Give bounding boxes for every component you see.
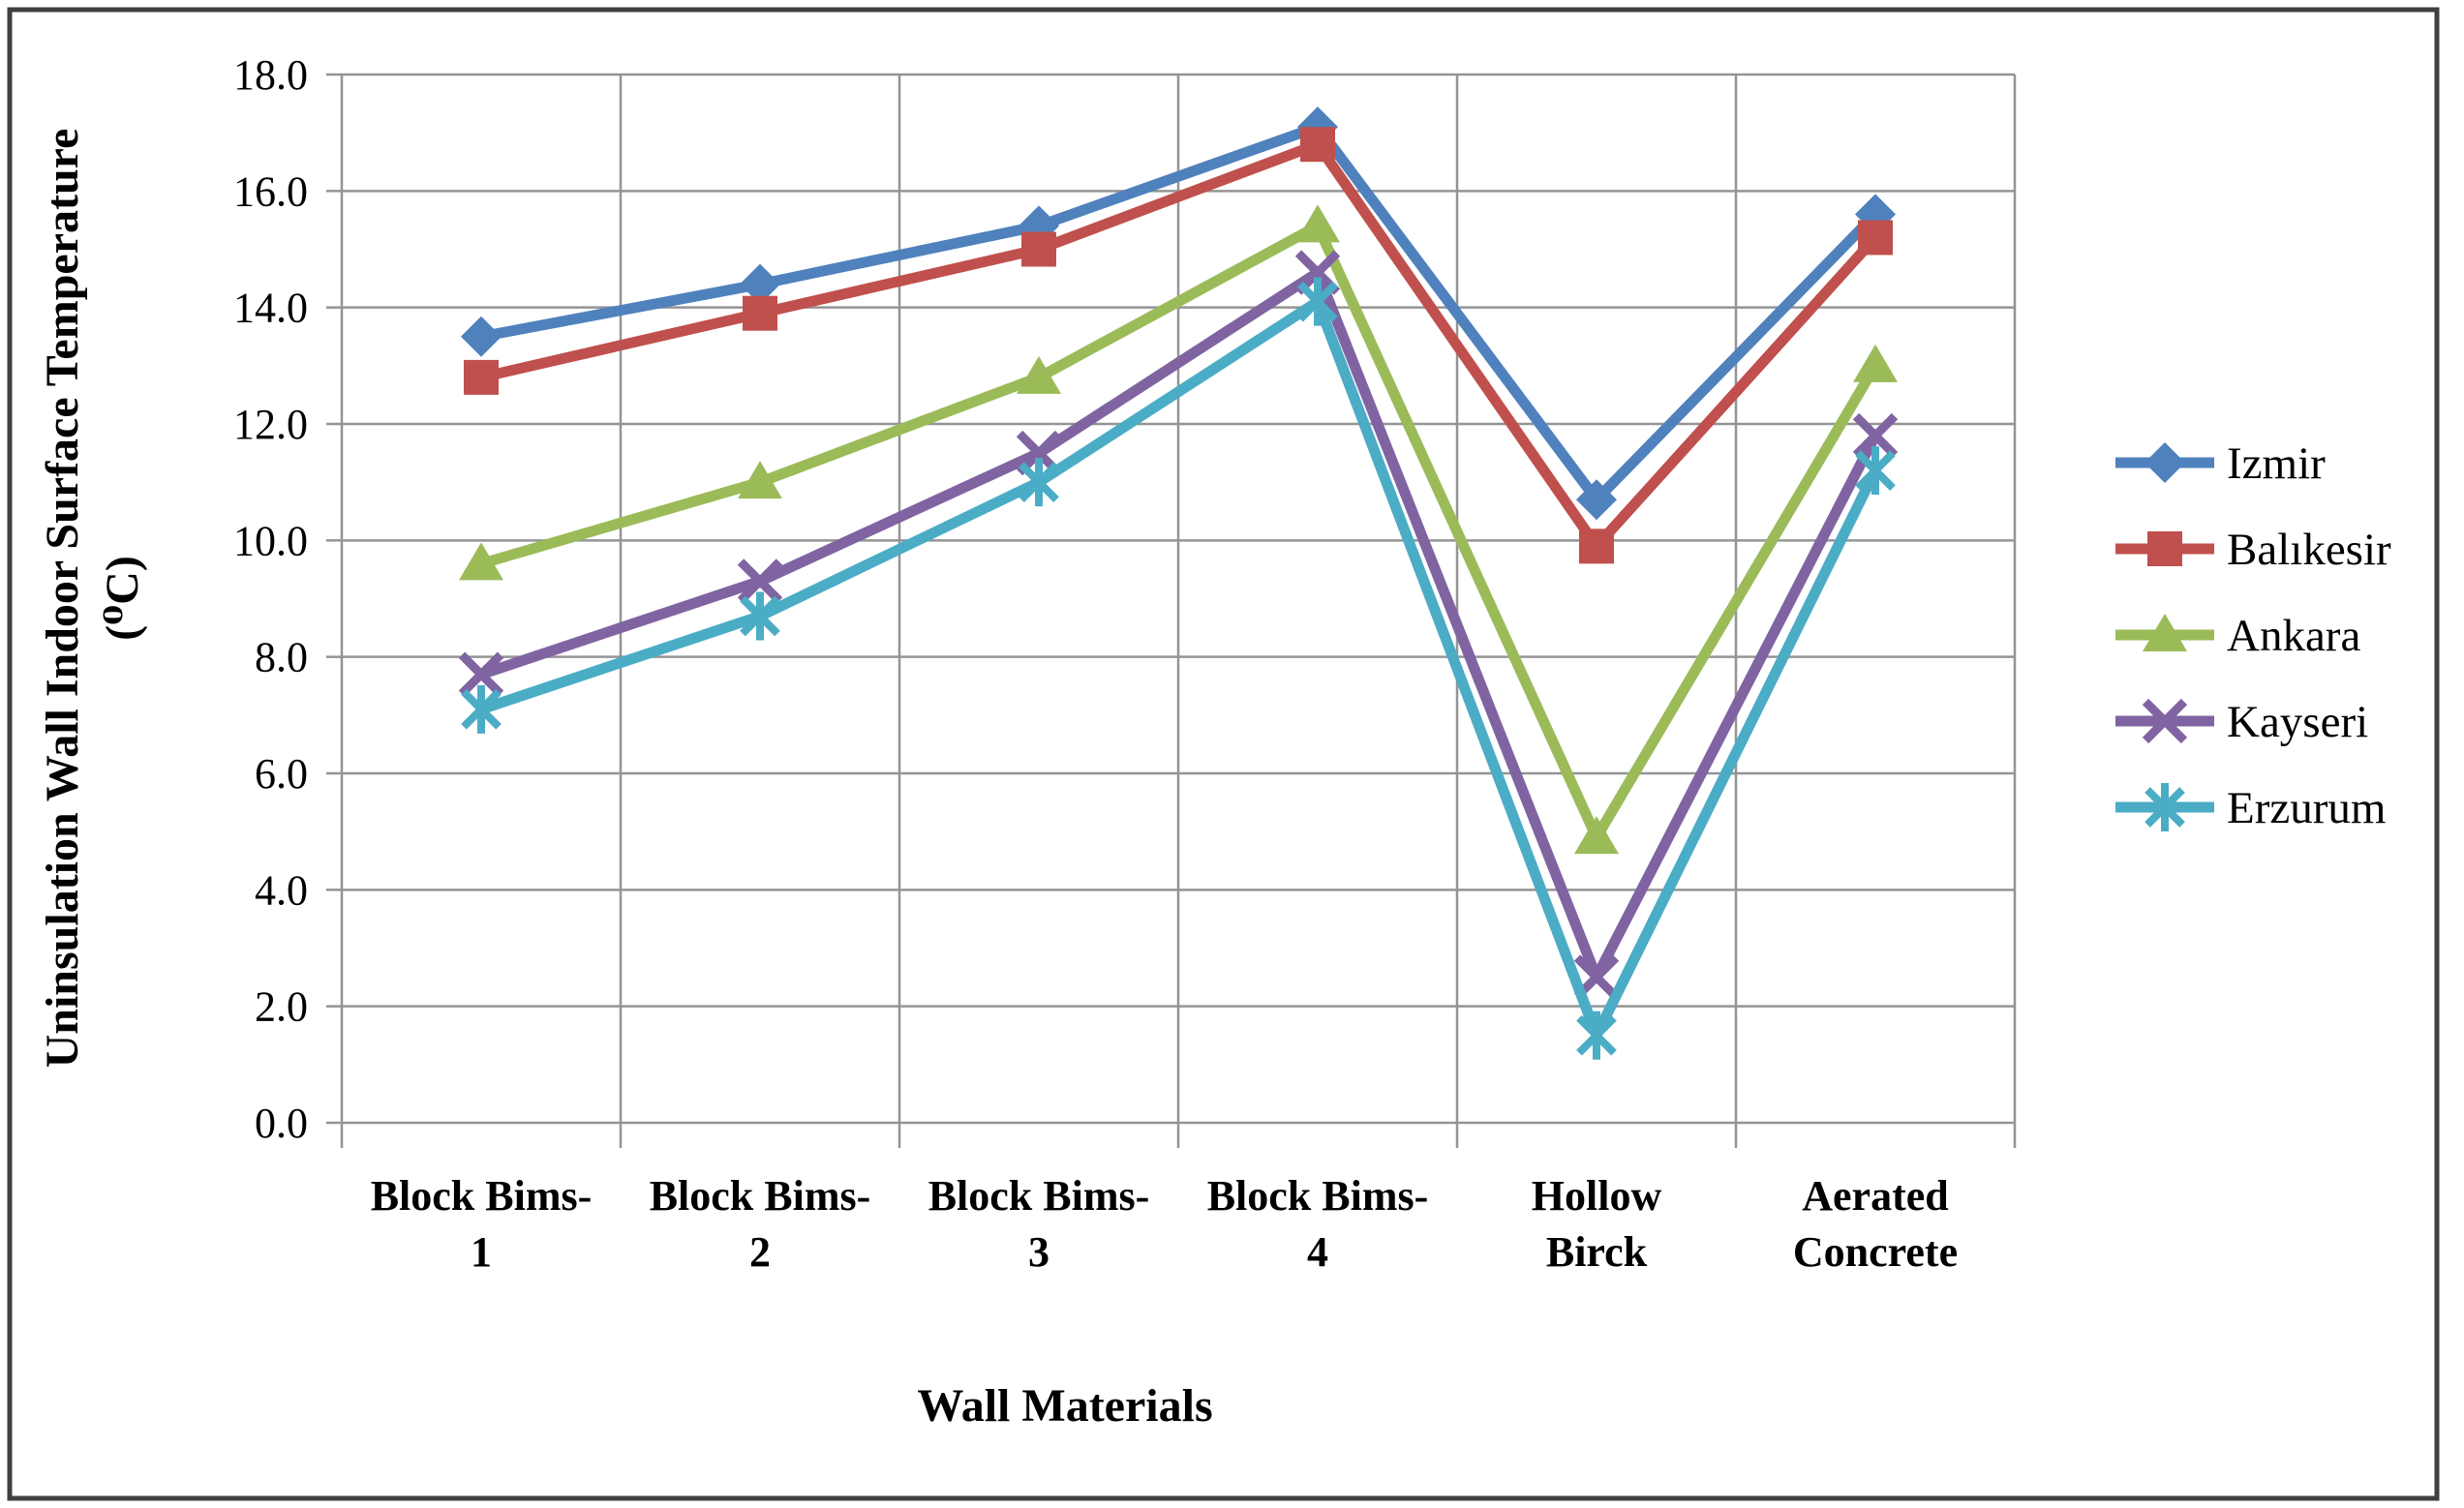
series-balıkesir: [464, 127, 1893, 564]
x-category-label-line2: Birck: [1546, 1228, 1648, 1276]
x-category-label-line1: Block Bims-: [371, 1172, 593, 1220]
series-marker-square: [464, 359, 499, 395]
series-marker-x: [2142, 698, 2188, 744]
series-marker-triangle: [2143, 614, 2187, 651]
series-marker-square: [1858, 220, 1893, 256]
legend-label: Kayseri: [2227, 697, 2368, 747]
series-group: [458, 106, 1899, 1060]
figure-border: [7, 7, 2440, 1501]
x-category-label-line2: 4: [1307, 1228, 1328, 1276]
series-marker-diamond: [2145, 442, 2185, 483]
y-tick-label: 16.0: [233, 167, 308, 215]
series-line: [479, 138, 1880, 552]
x-category-label-line2: 2: [749, 1228, 771, 1276]
series-marker-square: [743, 295, 777, 331]
y-tick-label: 12.0: [233, 401, 308, 448]
legend-label: Ankara: [2227, 611, 2360, 661]
x-category-label: Block Bims- 1: [371, 1172, 593, 1276]
series-marker-triangle: [1853, 344, 1898, 382]
y-tick-label: 14.0: [233, 285, 308, 332]
y-tick-label: 10.0: [233, 517, 308, 564]
legend-item: Kayseri: [2115, 697, 2368, 747]
gridlines: [340, 73, 2017, 1125]
x-category-label-line1: Aerated: [1802, 1172, 1949, 1220]
y-tick-label: 6.0: [255, 750, 308, 798]
y-axis-title: Uninsulation Wall Indoor Surface Tempera…: [37, 129, 148, 1069]
series-marker-square: [2147, 531, 2182, 566]
y-tick-label: 0.0: [255, 1100, 308, 1147]
x-category-label: Aerated Concrete: [1793, 1172, 1958, 1276]
y-tick-labels: 0.0 2.0 4.0 6.0 8.0 10.0 12.0 14.0 16.0 18.0: [233, 51, 308, 1147]
y-tick-label: 8.0: [255, 634, 308, 681]
series-line: [479, 121, 1879, 505]
series-erzurum: [461, 277, 1896, 1060]
axis-ticks: [326, 73, 2017, 1148]
x-category-label: Hollow Birck: [1532, 1172, 1662, 1276]
series-marker-triangle: [459, 542, 503, 581]
series-marker-x: [458, 651, 504, 697]
series-marker-triangle: [1574, 816, 1619, 855]
legend: Izmir Balıkesir Ankara Kayseri Erzurum: [2115, 438, 2391, 833]
series-line: [479, 220, 1880, 843]
series-marker-square: [1300, 127, 1335, 163]
series-ankara: [459, 204, 1898, 855]
series-line: [479, 296, 1880, 1041]
legend-label: Erzurum: [2227, 783, 2386, 833]
x-category-label-line1: Hollow: [1532, 1172, 1662, 1220]
y-axis-title-line1: Uninsulation Wall Indoor Surface Tempera…: [37, 129, 88, 1069]
y-tick-label: 18.0: [233, 51, 308, 99]
x-category-label-line2: 3: [1028, 1228, 1049, 1276]
x-category-label: Block Bims- 4: [1207, 1172, 1429, 1276]
x-category-label: Block Bims- 3: [928, 1172, 1150, 1276]
x-category-label-line1: Block Bims-: [928, 1172, 1150, 1220]
x-axis-title: Wall Materials: [917, 1380, 1212, 1432]
y-axis-title-line2: (⁰C): [97, 556, 148, 641]
series-marker-diamond: [461, 316, 502, 357]
series-marker-diamond: [740, 263, 780, 305]
legend-item: Ankara: [2115, 611, 2360, 661]
legend-item: Balıkesir: [2115, 525, 2391, 575]
series-marker-square: [1021, 231, 1056, 267]
series-marker-triangle: [1017, 355, 1061, 394]
legend-item: Izmir: [2115, 438, 2326, 489]
x-category-label: Block Bims- 2: [650, 1172, 871, 1276]
series-marker-square: [1579, 528, 1614, 564]
x-category-label-line2: 1: [471, 1228, 492, 1276]
y-tick-label: 2.0: [255, 983, 308, 1031]
series-marker-x: [1852, 412, 1899, 459]
x-category-label-line1: Block Bims-: [1207, 1172, 1429, 1220]
y-tick-label: 4.0: [255, 866, 308, 914]
legend-item: Erzurum: [2115, 783, 2386, 833]
series-marker-x: [737, 558, 783, 604]
series-marker-triangle: [1295, 204, 1340, 243]
series-line: [479, 267, 1880, 983]
x-category-label-line2: Concrete: [1793, 1228, 1958, 1276]
series-marker-triangle: [738, 461, 782, 499]
legend-label: Izmir: [2227, 438, 2326, 489]
x-category-label-line1: Block Bims-: [650, 1172, 871, 1220]
legend-label: Balıkesir: [2227, 525, 2391, 575]
series-marker-diamond: [1576, 479, 1617, 521]
